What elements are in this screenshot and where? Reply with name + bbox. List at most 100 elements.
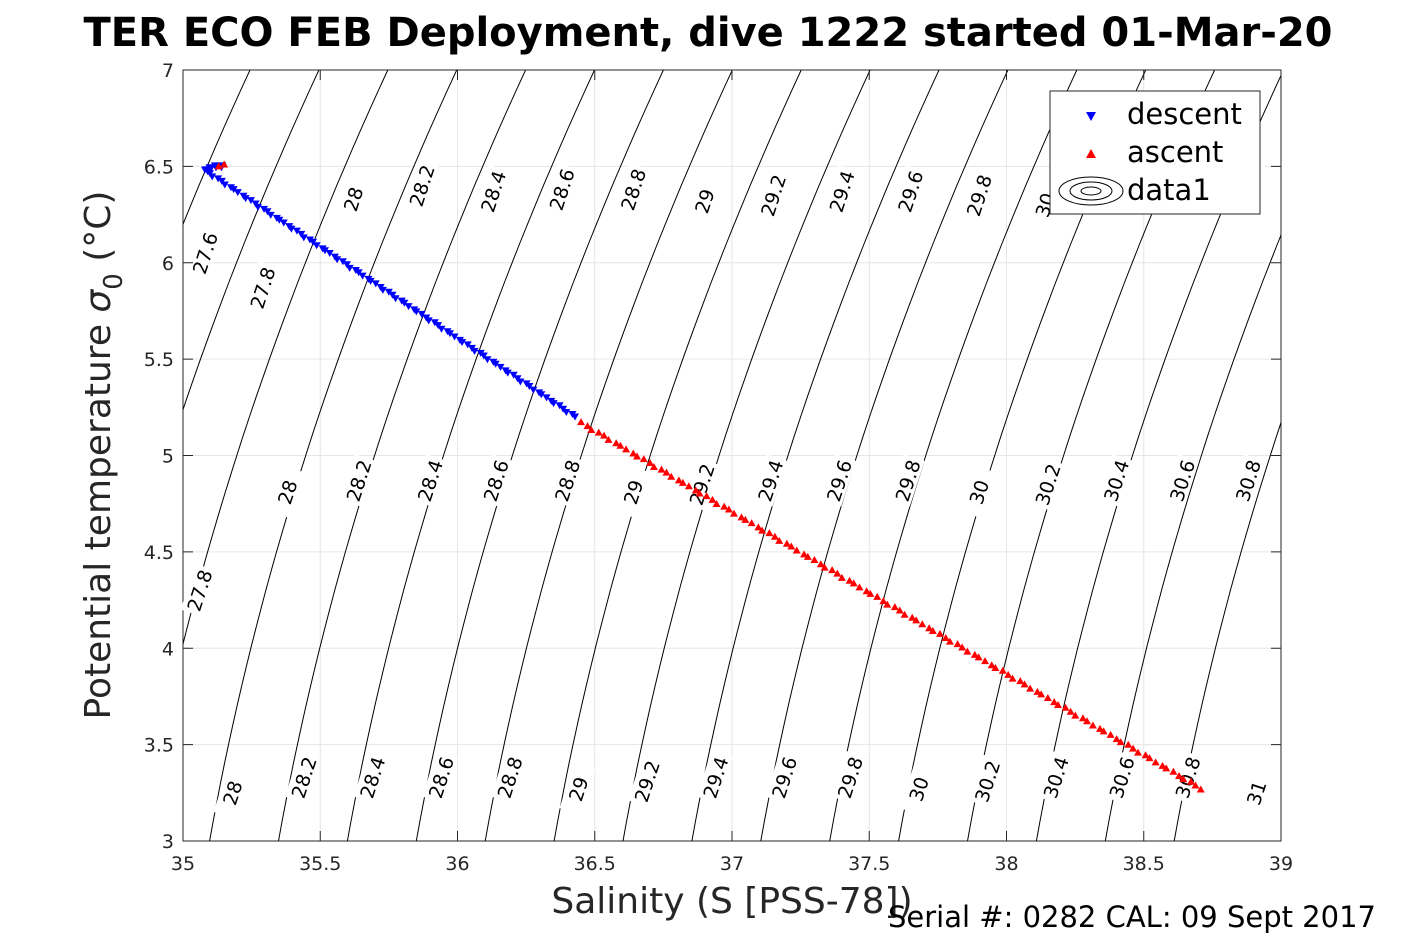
- contour-label-group: 30.8: [1229, 454, 1266, 507]
- ascent-point: [612, 439, 621, 447]
- chart-title: TER ECO FEB Deployment, dive 1222 starte…: [83, 10, 1332, 56]
- contour-label: 28.8: [617, 166, 651, 213]
- x-axis-ticks: 35 35.5 36 36.5 37 37.5 38 38.5 39: [171, 70, 1293, 875]
- contour-label-background: [243, 261, 280, 314]
- contour-label-background: [685, 174, 722, 228]
- contour-label-group: 28.2: [339, 454, 377, 507]
- ascent-point: [695, 489, 704, 497]
- y-tick-label: 7: [162, 60, 174, 82]
- contour-label: 30.6: [1106, 754, 1140, 801]
- legend-contour-icon: [1058, 176, 1124, 206]
- density-contour-line: [691, 70, 940, 841]
- ascent-point: [583, 422, 592, 430]
- ascent-point: [873, 592, 882, 600]
- descent-point: [217, 177, 226, 185]
- descent-point: [246, 197, 255, 205]
- contour-label: 28.8: [551, 457, 585, 504]
- ascent-point: [1004, 670, 1013, 678]
- ascent-point: [855, 583, 864, 591]
- contour-label-group: 30.8: [1168, 750, 1206, 804]
- contour-label-group: 29.6: [765, 750, 802, 804]
- ascent-point: [1169, 767, 1178, 775]
- ascent-point: [691, 486, 700, 494]
- descent-point: [542, 394, 551, 402]
- density-contour-line: [1104, 233, 1281, 841]
- contour-label-background: [402, 159, 439, 212]
- descent-point: [562, 408, 571, 416]
- ascent-point: [792, 546, 801, 554]
- y-tick-label: 5.5: [144, 349, 174, 371]
- contour-label-background: [422, 750, 458, 804]
- contour-label: 30.4: [1040, 754, 1074, 801]
- descent-point: [299, 234, 308, 242]
- descent-point: [275, 216, 284, 224]
- ascent-point: [577, 418, 586, 426]
- ascent-point: [1151, 758, 1160, 766]
- contour-label-group: 28.8: [548, 454, 585, 507]
- contour-label-group: 30.2: [968, 754, 1005, 808]
- ascent-point: [214, 162, 223, 170]
- contour-label-background: [268, 465, 305, 519]
- ascent-point: [1145, 754, 1154, 762]
- contour-label-background: [186, 226, 222, 280]
- ascent-point: [1106, 730, 1115, 738]
- descent-point: [287, 225, 296, 233]
- contour-label: 28.8: [494, 754, 528, 801]
- contour-label-group: 28.6: [542, 162, 580, 216]
- density-contour-line: [183, 70, 389, 646]
- descent-point: [358, 272, 367, 280]
- ascent-point: [833, 569, 842, 577]
- ascent-point: [1033, 687, 1042, 695]
- contour-label-group: 29: [614, 465, 651, 519]
- ascent-point: [678, 478, 687, 486]
- descent-point: [345, 264, 354, 272]
- ascent-point: [657, 465, 666, 473]
- contour-label-background: [968, 754, 1005, 808]
- descent-point: [483, 356, 492, 364]
- legend-ascent-label: ascent: [1127, 135, 1223, 169]
- density-contour-line: [829, 70, 1078, 841]
- contour-label-group: 28.8: [614, 162, 651, 216]
- ascent-point: [981, 657, 990, 665]
- ascent-point: [729, 509, 738, 517]
- y-tick-label: 6.5: [144, 156, 174, 178]
- ascent-point: [974, 653, 983, 661]
- descent-point: [292, 227, 301, 235]
- ascent-point: [895, 606, 904, 614]
- y-axis-label-main: Potential temperature: [78, 313, 119, 720]
- y-axis-label-subscript: 0: [99, 273, 129, 290]
- ascent-point: [1071, 711, 1080, 719]
- ascent-point: [1116, 738, 1125, 746]
- contour-label-background: [1163, 454, 1200, 507]
- legend-data1-label: data1: [1127, 173, 1211, 207]
- contour-label-group: 28.6: [422, 750, 459, 804]
- ascent-series: [214, 160, 1205, 793]
- descent-point: [537, 391, 546, 399]
- descent-point: [371, 280, 380, 288]
- contour-label: 30.8: [1232, 457, 1266, 504]
- ascent-point: [958, 643, 967, 651]
- ascent-point: [908, 613, 917, 621]
- ascent-point: [600, 431, 609, 439]
- x-tick-label: 35: [171, 853, 195, 875]
- contour-label-group: 30.2: [1028, 457, 1066, 511]
- ascent-point: [587, 426, 596, 434]
- descent-point: [412, 308, 421, 316]
- ascent-point: [702, 492, 711, 500]
- contour-label-background: [614, 162, 651, 216]
- contour-label-background: [411, 454, 447, 507]
- contour-label-background: [960, 465, 996, 519]
- ascent-point: [616, 441, 625, 449]
- ascent-point: [649, 462, 658, 470]
- ascent-point: [662, 468, 671, 476]
- x-tick-label: 35.5: [299, 853, 341, 875]
- ascent-point: [918, 620, 927, 628]
- contour-label: 28.6: [480, 457, 514, 504]
- y-axis-label-symbol: σ: [78, 289, 119, 313]
- density-contours: [183, 70, 1281, 841]
- contour-label-background: [751, 454, 788, 507]
- contour-label-background: [559, 762, 596, 815]
- descent-point: [279, 219, 288, 227]
- contour-label-background: [477, 454, 513, 507]
- legend: descent ascent data1: [1049, 90, 1261, 215]
